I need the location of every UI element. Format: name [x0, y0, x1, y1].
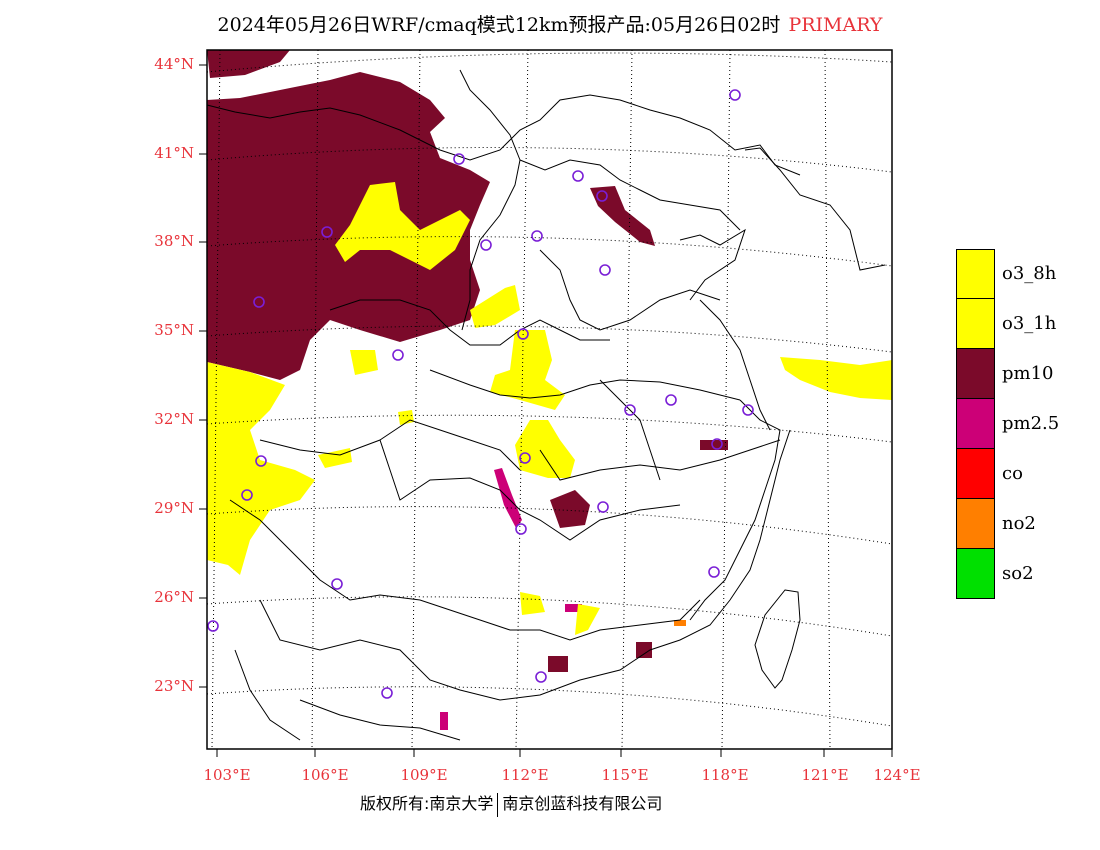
no2-area — [674, 620, 686, 626]
footer-separator — [497, 792, 499, 817]
legend-label: o3_1h — [1002, 313, 1057, 334]
legend-swatch — [956, 549, 995, 599]
circle-outline-icon — [517, 328, 529, 340]
o3-area-guizhou — [318, 448, 352, 468]
circle-outline-icon — [331, 578, 343, 590]
legend-swatch — [956, 249, 995, 299]
circle-outline-icon — [535, 671, 547, 683]
circle-outline-icon — [480, 239, 492, 251]
legend-swatch — [956, 399, 995, 449]
circle-outline-icon — [241, 489, 253, 501]
pm10-area-central — [550, 490, 590, 528]
legend-swatch — [956, 449, 995, 499]
o3-area-henan — [490, 330, 565, 410]
circle-outline-icon — [453, 153, 465, 165]
circle-outline-icon — [708, 566, 720, 578]
o3-area-inner-mongolia — [335, 182, 470, 270]
lat-label-32: 32°N — [154, 410, 194, 428]
o3-area-south — [520, 592, 545, 615]
pm10-area-northwest — [207, 72, 490, 380]
lon-label-103: 103°E — [203, 766, 251, 784]
lat-label-23: 23°N — [154, 677, 194, 695]
o3-area-hubei — [515, 420, 575, 478]
map-title-main: 2024年05月26日WRF/cmaq模式12km预报产品:05月26日02时 — [217, 14, 781, 36]
lon-label-106: 106°E — [301, 766, 349, 784]
o3-area-shaanxi — [470, 285, 520, 328]
circle-outline-icon — [255, 455, 267, 467]
legend-label: co — [1002, 463, 1023, 484]
lon-label-124: 124°E — [873, 766, 921, 784]
circle-outline-icon — [742, 404, 754, 416]
circle-outline-icon — [519, 452, 531, 464]
lat-label-35: 35°N — [154, 321, 194, 339]
graticule — [206, 49, 893, 751]
pollutant-tag: PRIMARY — [788, 14, 883, 36]
legend-swatch — [956, 349, 995, 399]
circle-outline-icon — [207, 620, 219, 632]
copyright-left: 版权所有:南京大学 — [360, 794, 494, 813]
lon-label-112: 112°E — [501, 766, 549, 784]
o3-area-small-west — [350, 350, 378, 375]
lat-label-38: 38°N — [154, 232, 194, 250]
axis-ticks — [199, 64, 893, 757]
circle-outline-icon — [599, 264, 611, 276]
copyright-footer: 版权所有:南京大学 南京创蓝科技有限公司 — [360, 790, 662, 817]
circle-outline-icon — [624, 404, 636, 416]
circle-outline-icon — [597, 501, 609, 513]
legend-label: pm10 — [1002, 363, 1054, 384]
circle-outline-icon — [381, 687, 393, 699]
pm10-area-guangdong — [636, 642, 652, 658]
pm10-area-beijing — [590, 186, 655, 246]
pollutant-areas — [207, 50, 892, 730]
o3-area-south2 — [575, 604, 600, 635]
lat-label-41: 41°N — [154, 144, 194, 162]
lat-label-44: 44°N — [154, 55, 194, 73]
pm25-area-coast — [440, 712, 448, 730]
taiwan-outline — [754, 589, 801, 689]
circle-outline-icon — [596, 190, 608, 202]
o3-area-southwest — [207, 362, 315, 575]
legend-label: so2 — [1002, 563, 1034, 584]
pm10-area-north — [207, 50, 290, 78]
lon-label-121: 121°E — [801, 766, 849, 784]
province-boundaries — [206, 69, 801, 741]
legend-label: o3_8h — [1002, 263, 1057, 284]
circle-outline-icon — [392, 349, 404, 361]
o3-area-sea — [780, 357, 892, 400]
map-title: 2024年05月26日WRF/cmaq模式12km预报产品:05月26日02时 P… — [0, 10, 1100, 37]
circle-outline-icon — [515, 523, 527, 535]
circle-outline-icon — [531, 230, 543, 242]
coastline — [679, 147, 886, 621]
legend-swatch — [956, 299, 995, 349]
circle-outline-icon — [711, 438, 723, 450]
pm10-area-south — [548, 656, 568, 672]
lon-label-118: 118°E — [701, 766, 749, 784]
circle-outline-icon — [321, 226, 333, 238]
lat-label-26: 26°N — [154, 588, 194, 606]
lon-label-115: 115°E — [601, 766, 649, 784]
legend-label: pm2.5 — [1002, 413, 1060, 434]
circle-outline-icon — [729, 89, 741, 101]
circle-outline-icon — [253, 296, 265, 308]
station-markers — [207, 89, 754, 699]
copyright-right: 南京创蓝科技有限公司 — [502, 794, 663, 813]
legend-swatch — [956, 499, 995, 549]
o3-area-small-center — [398, 410, 414, 425]
lat-label-29: 29°N — [154, 499, 194, 517]
lon-label-109: 109°E — [400, 766, 448, 784]
circle-outline-icon — [665, 394, 677, 406]
map-frame — [206, 49, 893, 750]
legend-label: no2 — [1002, 513, 1036, 534]
circle-outline-icon — [572, 170, 584, 182]
